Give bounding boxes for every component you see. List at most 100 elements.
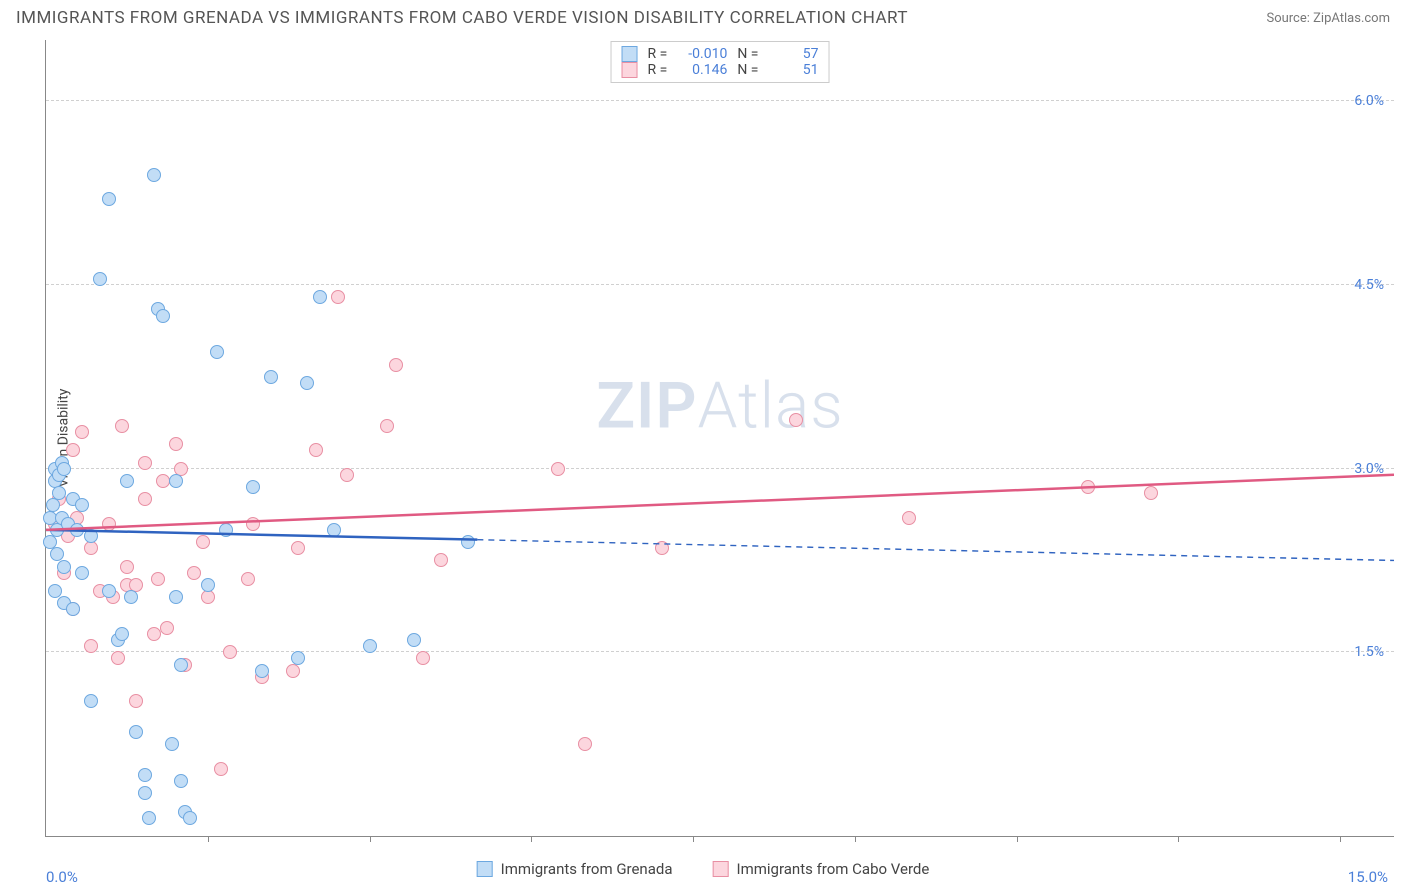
scatter-point-b [138,456,152,470]
swatch-series-a-icon [477,861,493,877]
scatter-point-a [102,584,116,598]
scatter-point-b [655,541,669,555]
scatter-point-b [380,419,394,433]
scatter-point-b [102,517,116,531]
scatter-point-b [151,572,165,586]
corr-row-a: R = -0.010 N = 57 [622,46,819,62]
series-legend: Immigrants from Grenada Immigrants from … [477,860,930,878]
scatter-point-b [160,621,174,635]
scatter-point-a [70,523,84,537]
scatter-point-a [120,474,134,488]
scatter-point-a [138,786,152,800]
scatter-point-b [551,462,565,476]
scatter-point-a [246,480,260,494]
scatter-point-a [169,474,183,488]
scatter-point-a [291,651,305,665]
chart-title: IMMIGRANTS FROM GRENADA VS IMMIGRANTS FR… [16,8,908,28]
corr-row-b: R = 0.146 N = 51 [622,62,819,78]
scatter-point-a [138,768,152,782]
scatter-point-b [84,639,98,653]
scatter-point-b [902,511,916,525]
scatter-point-a [461,535,475,549]
scatter-point-a [66,602,80,616]
scatter-point-b [120,560,134,574]
scatter-point-a [201,578,215,592]
gridline [46,100,1394,101]
scatter-point-a [75,566,89,580]
scatter-point-a [363,639,377,653]
scatter-point-a [169,590,183,604]
scatter-point-b [187,566,201,580]
scatter-point-b [291,541,305,555]
scatter-point-b [309,443,323,457]
scatter-point-b [789,413,803,427]
scatter-point-b [111,651,125,665]
scatter-point-a [174,774,188,788]
scatter-point-a [84,529,98,543]
scatter-point-b [214,762,228,776]
scatter-point-a [255,664,269,678]
x-tick-mark [208,836,209,842]
scatter-point-a [46,498,60,512]
scatter-point-a [52,486,66,500]
scatter-point-b [578,737,592,751]
scatter-point-b [196,535,210,549]
trend-lines [46,40,1394,836]
scatter-point-b [416,651,430,665]
y-tick-label: 6.0% [1354,93,1384,109]
scatter-point-b [223,645,237,659]
scatter-point-b [1144,486,1158,500]
scatter-point-b [129,694,143,708]
scatter-point-a [115,627,129,641]
scatter-point-a [165,737,179,751]
scatter-point-a [264,370,278,384]
scatter-point-a [75,498,89,512]
x-min-label: 0.0% [46,868,78,886]
scatter-point-a [48,584,62,598]
scatter-point-a [84,694,98,708]
x-tick-mark [1017,836,1018,842]
chart-plot-area: Vision Disability ZIPAtlas R = -0.010 N … [45,40,1394,837]
swatch-series-b [622,62,638,78]
gridline [46,468,1394,469]
x-tick-mark [1340,836,1341,842]
x-tick-mark [531,836,532,842]
scatter-point-b [389,358,403,372]
x-max-label: 15.0% [1348,868,1388,886]
scatter-point-a [93,272,107,286]
scatter-point-a [147,168,161,182]
x-tick-mark [855,836,856,842]
y-tick-label: 3.0% [1354,461,1384,477]
scatter-point-b [147,627,161,641]
scatter-point-a [129,725,143,739]
source-link[interactable]: ZipAtlas.com [1313,11,1390,26]
scatter-point-b [286,664,300,678]
scatter-point-a [210,345,224,359]
scatter-point-a [407,633,421,647]
gridline [46,651,1394,652]
x-tick-mark [693,836,694,842]
scatter-point-b [331,290,345,304]
scatter-point-a [313,290,327,304]
scatter-point-b [138,492,152,506]
scatter-point-a [102,192,116,206]
legend-label-b: Immigrants from Cabo Verde [737,860,930,878]
scatter-point-b [115,419,129,433]
scatter-point-a [300,376,314,390]
source-credit: Source: ZipAtlas.com [1266,11,1390,26]
scatter-point-b [1081,480,1095,494]
scatter-point-a [156,309,170,323]
legend-item-a: Immigrants from Grenada [477,860,673,878]
scatter-point-b [340,468,354,482]
scatter-point-b [201,590,215,604]
scatter-point-a [219,523,233,537]
scatter-point-b [169,437,183,451]
scatter-point-b [246,517,260,531]
scatter-point-b [75,425,89,439]
scatter-point-b [241,572,255,586]
gridline [46,284,1394,285]
scatter-point-a [327,523,341,537]
scatter-point-a [142,811,156,825]
x-tick-mark [1178,836,1179,842]
y-tick-label: 4.5% [1354,277,1384,293]
